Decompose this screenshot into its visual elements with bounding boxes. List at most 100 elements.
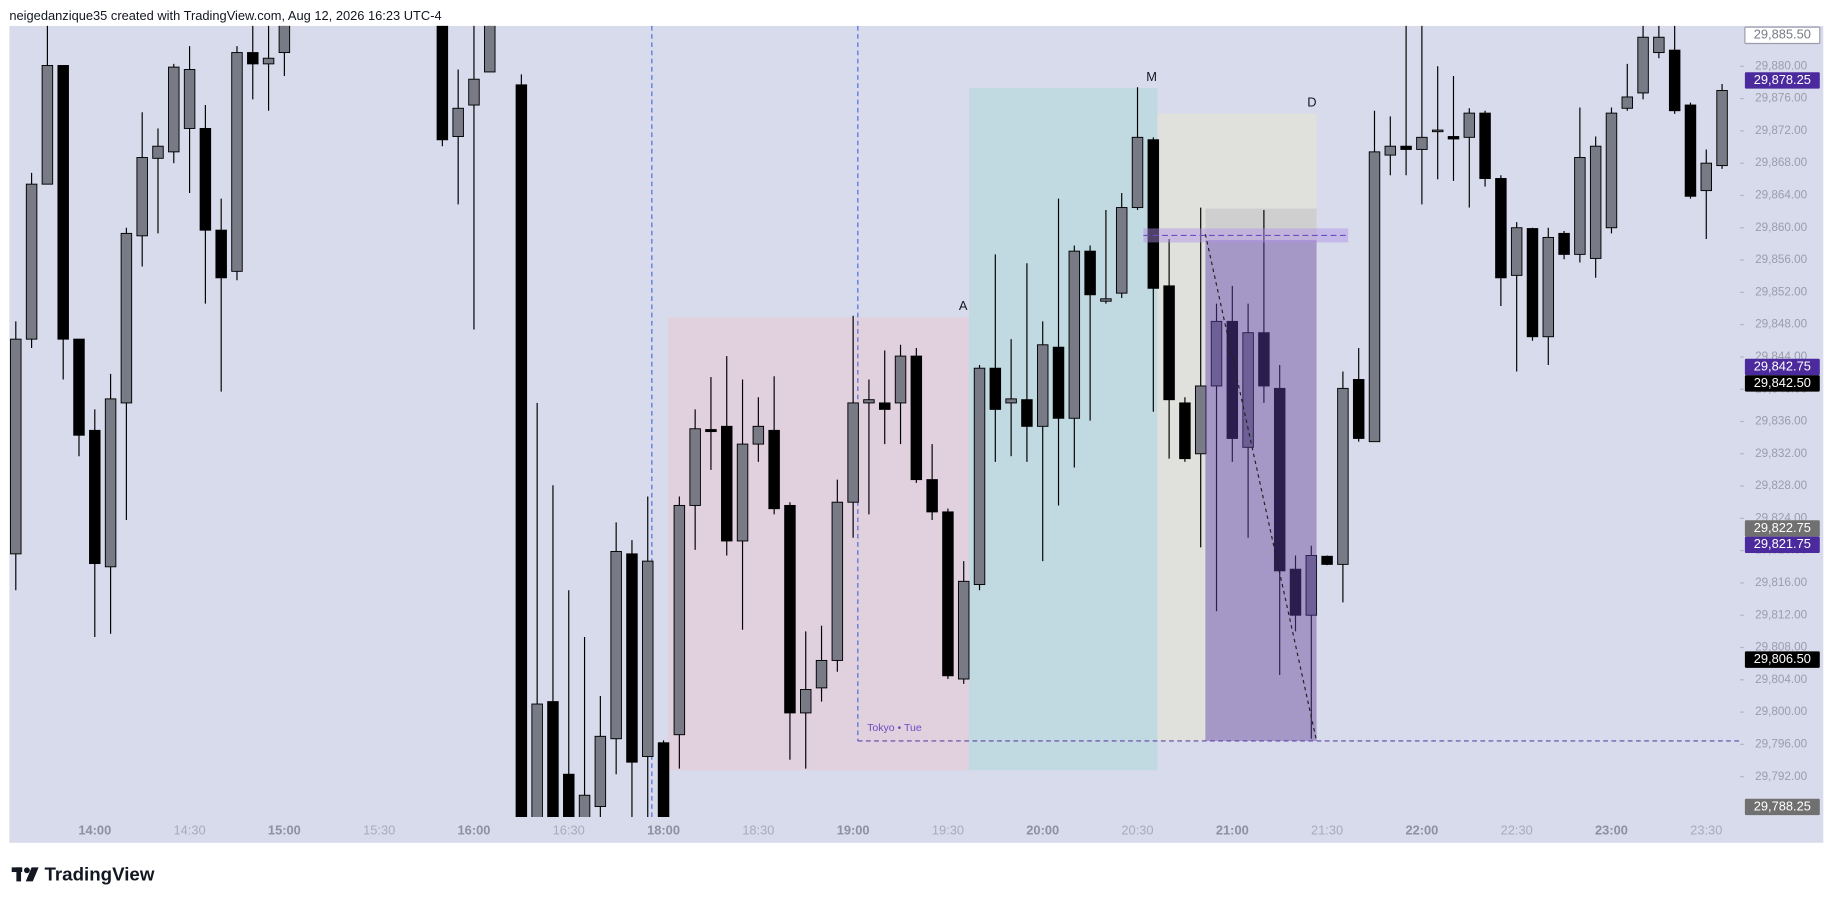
candle-body (199, 127, 212, 231)
candle-body (926, 479, 938, 513)
candle-body (800, 689, 812, 714)
y-tick-label: 29,812.00 (1755, 608, 1807, 621)
price-tag (1744, 358, 1820, 376)
candle-body (1258, 332, 1270, 387)
candle-body (942, 511, 954, 677)
candle-body (1163, 285, 1175, 401)
candle-body (168, 66, 180, 153)
y-tick-label: 29,800.00 (1755, 705, 1807, 718)
candle-body (10, 338, 22, 555)
price-tag-label: 29,822.75 (1754, 520, 1811, 535)
candle-body (1463, 112, 1476, 138)
candle-body (1653, 36, 1665, 54)
price-tag-label: 29,842.75 (1754, 358, 1811, 373)
candle-body (610, 550, 622, 740)
x-tick-label: 22:30 (1501, 822, 1533, 837)
price-tag-label: 29,788.25 (1754, 798, 1811, 813)
price-tag-label: 29,885.50 (1754, 27, 1811, 42)
candle-body (452, 107, 464, 137)
candle-body (784, 504, 796, 714)
candle-body (752, 425, 765, 445)
session-box (968, 87, 1158, 771)
candle-body (1637, 36, 1649, 94)
price-tag (1744, 798, 1820, 816)
price-tag (1744, 536, 1820, 554)
x-tick-label: 23:00 (1595, 822, 1628, 837)
candle-body (73, 338, 85, 436)
candle-body (41, 65, 54, 185)
price-tag (1744, 26, 1821, 45)
candle-body (563, 773, 575, 818)
drawing-label: D (1307, 95, 1316, 110)
x-tick-label: 23:30 (1690, 822, 1722, 837)
y-tick-label: 29,848.00 (1755, 318, 1807, 331)
candle-body (152, 145, 164, 159)
candle-body (1447, 136, 1460, 140)
price-tag-label: 29,842.50 (1754, 375, 1811, 390)
candle-body (1194, 385, 1207, 455)
price-tag (1744, 520, 1820, 537)
y-tick-label: 29,808.00 (1755, 641, 1807, 654)
y-tick-label: 29,868.00 (1755, 156, 1807, 169)
candle-body (1147, 139, 1160, 289)
candle-body (215, 229, 227, 279)
trend-line (1204, 234, 1318, 742)
candle-body (136, 157, 148, 237)
candle-body (1337, 387, 1349, 565)
candle-body (120, 232, 133, 404)
x-tick-label: 21:30 (1311, 822, 1343, 837)
candle-body (1621, 96, 1634, 109)
session-box (668, 317, 969, 771)
y-tick-label: 29,836.00 (1755, 415, 1807, 428)
candle-body (736, 443, 749, 542)
candle-body (1716, 90, 1728, 167)
candle-body (1068, 250, 1081, 419)
candles (10, 25, 1728, 818)
candle-body (1115, 207, 1128, 294)
candle-body (1684, 104, 1697, 197)
logo-shape (25, 867, 39, 882)
candle-body (25, 183, 38, 340)
price-tag-label: 29,806.50 (1754, 651, 1811, 666)
candle-body (247, 52, 259, 65)
drawing-label: M (1146, 69, 1157, 84)
axes: 29,792.00 29,796.00 29,800.00 29,804.00 29,8… (78, 26, 1821, 837)
candle-body (547, 701, 559, 818)
y-tick-label: 29,872.00 (1755, 124, 1807, 137)
candle-body (1431, 129, 1444, 133)
x-tick-label: 20:30 (1121, 822, 1153, 837)
candle-body (578, 794, 591, 818)
candle-body (484, 25, 496, 73)
drawings-front: A M D Tokyo • Tue (867, 69, 1349, 742)
x-tick-label: 14:00 (78, 822, 111, 837)
candle-body (1210, 320, 1223, 387)
candle-body (878, 402, 891, 410)
y-tick-label: 29,796.00 (1755, 737, 1807, 750)
drawing-label: A (959, 298, 968, 313)
price-tag (1744, 72, 1820, 89)
candle-body (1036, 344, 1049, 427)
candle-body (1289, 568, 1302, 616)
x-tick-label: 20:00 (1026, 822, 1059, 837)
candle-body (1352, 379, 1365, 439)
candle-body (1384, 145, 1397, 156)
candle-body (894, 355, 907, 404)
candle-body (689, 428, 701, 506)
candle-body (1100, 298, 1112, 302)
range-box (1205, 240, 1317, 741)
candle-body (1400, 145, 1412, 150)
candle-body (57, 65, 69, 340)
candle-body (910, 355, 923, 481)
candle-body (1495, 178, 1507, 279)
candle-body (973, 367, 986, 586)
x-tick-label: 14:30 (173, 822, 205, 837)
price-tag-label: 29,821.75 (1754, 536, 1811, 551)
candle-body (468, 78, 480, 106)
y-tick-label: 29,852.00 (1755, 285, 1807, 298)
x-tick-label: 21:00 (1216, 822, 1249, 837)
candle-body (1526, 228, 1539, 338)
candle-body (515, 84, 528, 818)
x-tick-label: 22:00 (1405, 822, 1438, 837)
candle-body (531, 703, 543, 818)
